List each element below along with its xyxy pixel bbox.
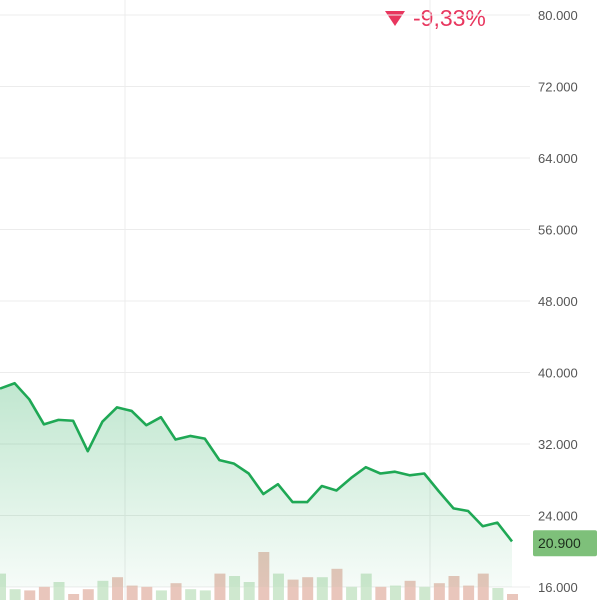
y-tick-label: 40.000: [538, 366, 578, 381]
volume-bar: [507, 594, 518, 600]
volume-bar: [346, 586, 358, 600]
volume-bar: [433, 583, 445, 600]
volume-bar: [53, 582, 65, 600]
volume-bar: [492, 588, 504, 600]
volume-bar: [302, 577, 314, 600]
volume-bar: [375, 586, 387, 600]
volume-bar: [448, 576, 460, 600]
y-tick-label: 72.000: [538, 80, 578, 95]
last-value-badge: [533, 530, 597, 557]
price-line: [0, 381, 514, 543]
volume-bar: [199, 590, 211, 600]
y-axis: 80.000 72.000 64.000 56.000 48.000 40.000 32.0…: [533, 8, 597, 595]
change-percent: -9,33%: [413, 4, 486, 31]
volume-bar: [155, 590, 167, 600]
y-tick-label: 32.000: [538, 437, 578, 452]
volume-bar: [112, 577, 124, 600]
volume-bar: [82, 589, 94, 600]
volume-bar: [68, 594, 80, 600]
y-tick-label: 64.000: [538, 151, 578, 166]
y-tick-label: 56.000: [538, 223, 578, 238]
volume-bar: [9, 589, 21, 600]
last-value-label: 20.900: [538, 535, 581, 551]
volume-bar: [141, 586, 153, 600]
volume-bar: [126, 585, 138, 600]
volume-bar: [419, 586, 431, 600]
y-tick-label: 80.000: [538, 8, 578, 23]
down-triangle-icon: [385, 10, 405, 26]
volume-bar: [463, 585, 475, 600]
volume-bar: [170, 583, 182, 600]
price-area: [0, 381, 514, 587]
volume-bar: [243, 582, 255, 600]
volume-bar: [38, 586, 50, 600]
volume-bar: [97, 580, 109, 600]
volume-bar: [389, 585, 401, 600]
volume-bar: [229, 576, 241, 600]
change-indicator: -9,33%: [385, 2, 486, 34]
y-tick-label: 24.000: [538, 509, 578, 524]
volume-bar: [185, 589, 197, 600]
volume-bar: [287, 579, 299, 600]
y-tick-label: 16.000: [538, 580, 578, 595]
y-tick-label: 48.000: [538, 294, 578, 309]
volume-bar: [316, 577, 328, 600]
volume-bar: [24, 590, 36, 600]
volume-bar: [404, 580, 416, 600]
